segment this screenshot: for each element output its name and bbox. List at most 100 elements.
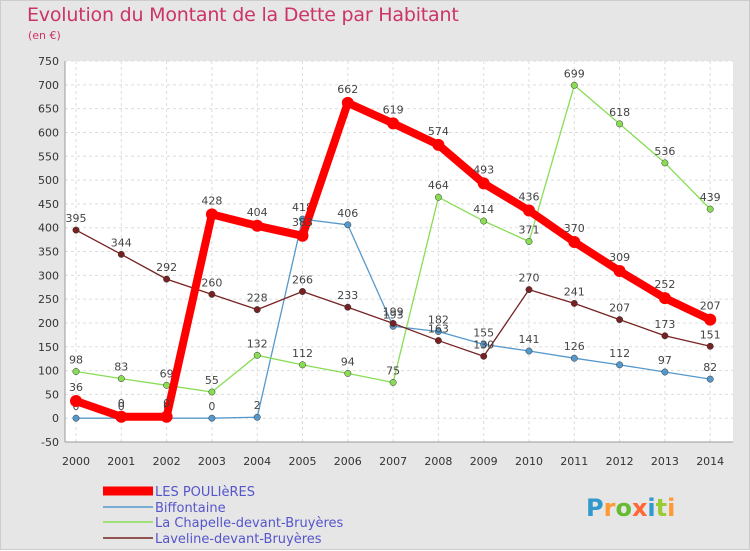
data-label: 662 xyxy=(337,83,358,96)
logo-letter: o xyxy=(615,494,632,522)
data-label: 439 xyxy=(700,191,721,204)
x-tick-label: 2009 xyxy=(470,455,498,468)
data-point xyxy=(661,332,669,340)
data-label: 2 xyxy=(254,399,261,412)
y-tick-label: 50 xyxy=(45,388,59,401)
y-tick-label: 600 xyxy=(38,126,59,139)
data-label: 0 xyxy=(118,400,125,413)
data-label: 83 xyxy=(114,361,128,374)
y-tick-label: 500 xyxy=(38,174,59,187)
data-point xyxy=(432,138,445,151)
data-point xyxy=(299,361,306,369)
legend-label: Biffontaine xyxy=(155,501,226,516)
data-label: 436 xyxy=(519,191,540,204)
logo-letter: i xyxy=(647,494,655,522)
data-label: 112 xyxy=(292,347,313,360)
logo-letter: t xyxy=(656,494,667,522)
data-point xyxy=(208,290,216,298)
data-label: 252 xyxy=(654,278,675,291)
data-label: 464 xyxy=(428,179,449,192)
data-point xyxy=(344,369,352,377)
data-point xyxy=(525,347,533,355)
x-tick-label: 2006 xyxy=(334,455,362,468)
y-tick-label: 750 xyxy=(38,55,59,68)
data-point xyxy=(613,265,626,278)
data-point xyxy=(117,375,125,383)
data-point xyxy=(344,303,352,311)
y-tick-label: 100 xyxy=(38,365,59,378)
data-label: 493 xyxy=(473,163,494,176)
data-label: 406 xyxy=(337,207,358,220)
data-label: 270 xyxy=(519,272,540,285)
data-point xyxy=(160,410,173,423)
brand-logo: Proxiti xyxy=(586,494,675,522)
data-point xyxy=(299,288,306,295)
data-label: 199 xyxy=(383,305,404,318)
data-label: 574 xyxy=(428,125,449,138)
y-tick-label: 150 xyxy=(38,341,59,354)
y-tick-label: 550 xyxy=(38,150,59,163)
data-point xyxy=(208,414,216,422)
y-tick-label: 400 xyxy=(38,222,59,235)
data-point xyxy=(115,410,128,423)
data-point xyxy=(251,219,264,232)
data-label: 151 xyxy=(700,328,721,341)
data-point xyxy=(253,306,261,314)
data-label: 233 xyxy=(337,289,358,302)
data-label: 241 xyxy=(564,285,585,298)
data-label: 55 xyxy=(205,374,219,387)
data-label: 94 xyxy=(341,355,355,368)
data-label: 141 xyxy=(519,333,540,346)
data-point xyxy=(387,117,400,130)
data-label: 207 xyxy=(700,300,721,313)
data-point xyxy=(72,226,80,234)
y-tick-label: 250 xyxy=(38,293,59,306)
data-label: 414 xyxy=(473,203,494,216)
data-point xyxy=(70,395,82,408)
data-point xyxy=(389,379,397,386)
y-tick-label: 700 xyxy=(38,79,59,92)
x-tick-label: 2007 xyxy=(379,455,407,468)
logo-letter: i xyxy=(667,494,675,522)
data-point xyxy=(706,375,714,383)
data-point xyxy=(525,238,533,245)
data-label: 126 xyxy=(564,340,585,353)
data-label: 404 xyxy=(247,206,268,219)
x-tick-label: 2001 xyxy=(107,455,135,468)
x-tick-label: 2003 xyxy=(198,455,226,468)
data-label: 619 xyxy=(383,103,404,116)
data-label: 36 xyxy=(69,381,83,394)
data-point xyxy=(480,217,488,225)
data-label: 370 xyxy=(564,222,585,235)
data-point xyxy=(523,204,535,217)
y-tick-label: -50 xyxy=(41,436,59,449)
x-tick-label: 2012 xyxy=(606,455,634,468)
data-point xyxy=(570,81,578,89)
data-label: 97 xyxy=(658,354,672,367)
data-label: 383 xyxy=(292,216,313,229)
chart-subtitle: (en €) xyxy=(28,29,61,42)
data-label: 163 xyxy=(428,323,449,336)
data-point xyxy=(344,221,352,229)
x-tick-label: 2005 xyxy=(289,455,317,468)
data-label: 193 xyxy=(383,308,404,321)
logo-letter: x xyxy=(632,494,648,522)
legend-label: LES POULIèRES xyxy=(155,485,255,500)
data-point xyxy=(72,368,80,375)
data-point xyxy=(163,275,171,283)
data-point xyxy=(525,286,533,294)
data-point xyxy=(616,361,624,369)
x-tick-label: 2000 xyxy=(62,455,90,468)
y-tick-label: 200 xyxy=(38,317,59,330)
data-point xyxy=(341,96,354,109)
data-label: 173 xyxy=(654,318,675,331)
data-label: 182 xyxy=(428,314,449,327)
data-label: 292 xyxy=(156,261,177,274)
logo-letter: r xyxy=(604,494,616,522)
data-point xyxy=(253,413,261,421)
data-point xyxy=(253,351,261,359)
data-label: 132 xyxy=(247,337,268,350)
data-label: 699 xyxy=(564,67,585,80)
data-point xyxy=(296,229,309,242)
